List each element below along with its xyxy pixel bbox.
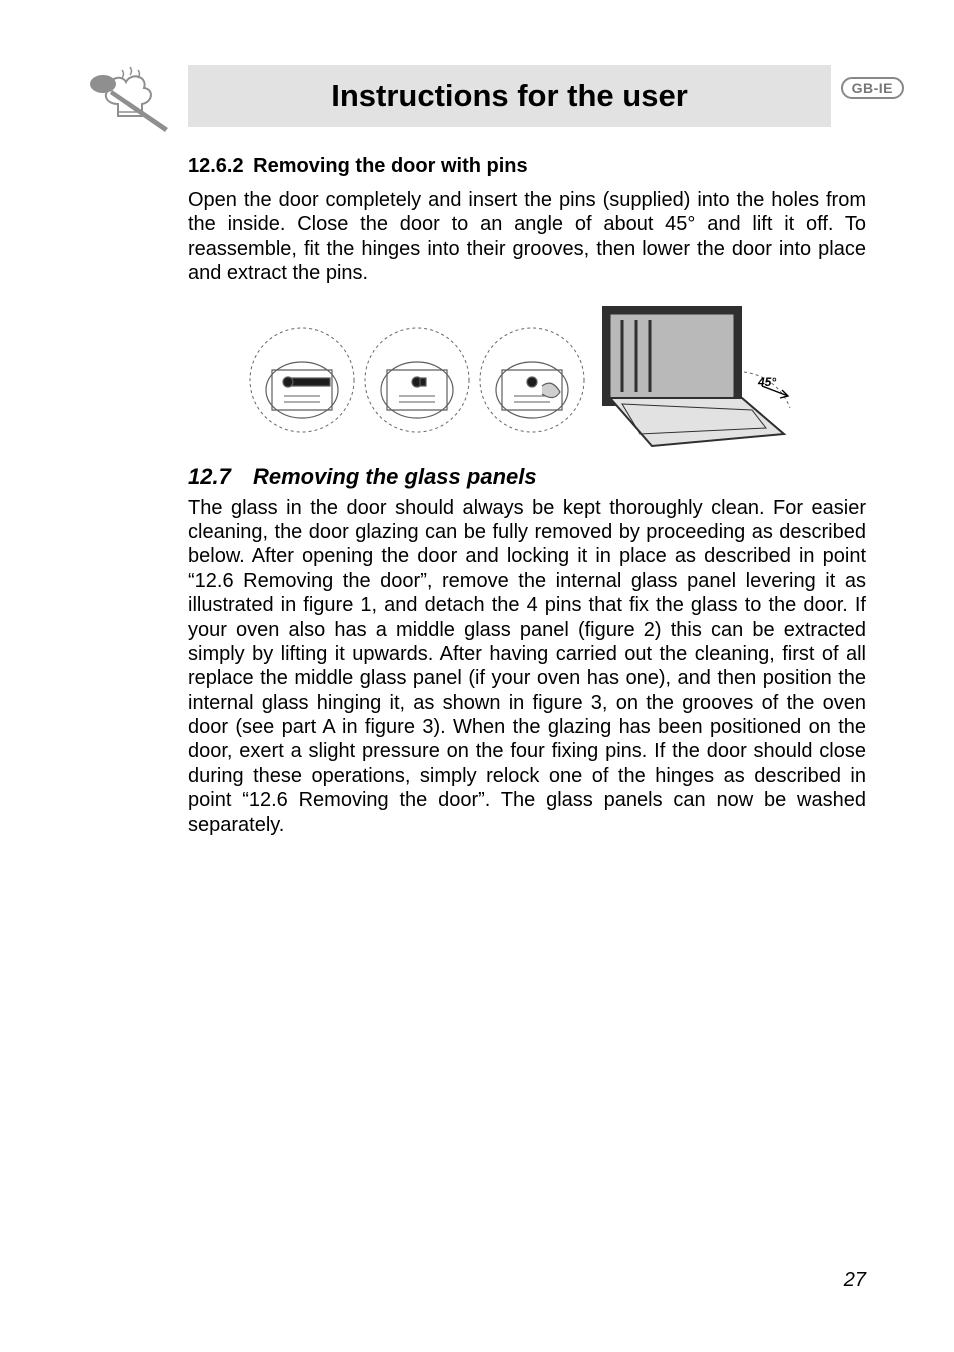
page-number: 27 — [844, 1269, 866, 1292]
language-badge: GB-IE — [841, 77, 904, 99]
heading-12-6-2: 12.6.2 Removing the door with pins — [188, 155, 866, 178]
heading-number: 12.7 — [188, 464, 231, 490]
content: 12.6.2 Removing the door with pins Open … — [88, 155, 866, 837]
heading-number: 12.6.2 — [188, 155, 244, 178]
header: Instructions for the user GB-IE — [88, 65, 866, 135]
heading-text: Removing the door with pins — [253, 155, 527, 177]
paragraph-12-6-2: Open the door completely and insert the … — [188, 188, 866, 286]
door-removal-diagram: 45° — [188, 300, 866, 450]
heading-text: Removing the glass panels — [253, 464, 537, 489]
header-bar: Instructions for the user — [188, 65, 831, 127]
header-title: Instructions for the user — [331, 78, 688, 114]
paragraph-12-7: The glass in the door should always be k… — [188, 496, 866, 837]
angle-label: 45° — [757, 375, 776, 389]
cooking-spoon-chef-icon — [88, 62, 170, 134]
heading-12-7: 12.7 Removing the glass panels — [188, 464, 866, 490]
page: Instructions for the user GB-IE 12.6.2 R… — [0, 0, 954, 1352]
